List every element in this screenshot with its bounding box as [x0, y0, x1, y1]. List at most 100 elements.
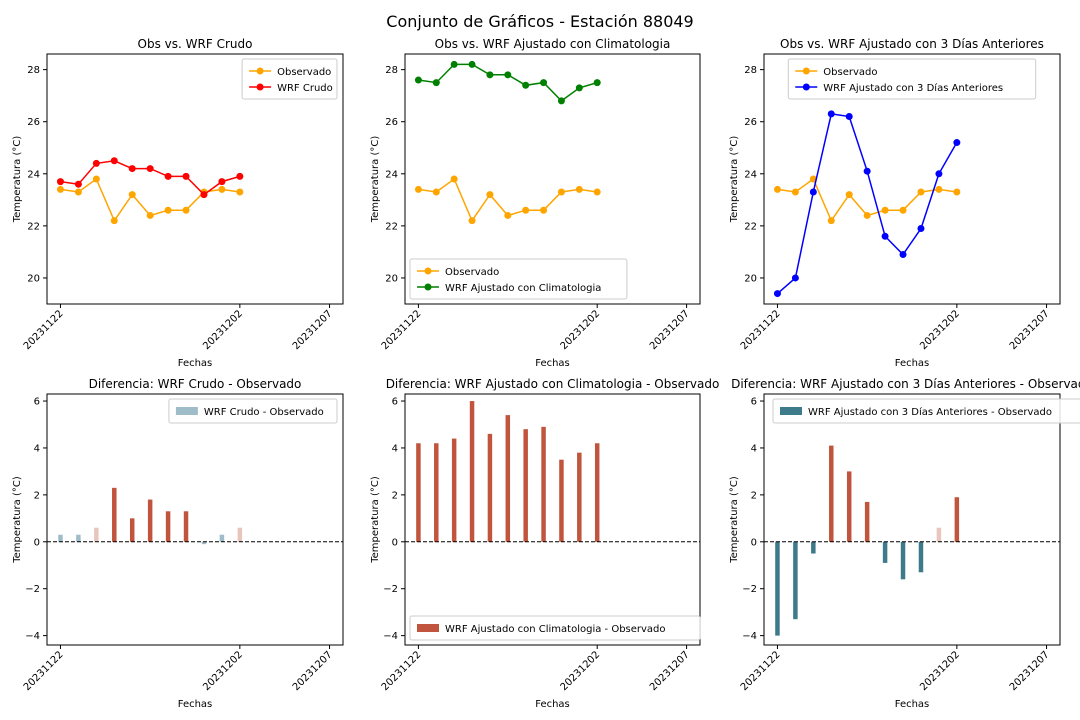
bar	[594, 443, 600, 542]
legend-marker-swatch	[256, 83, 264, 91]
x-tick-label: 20231202	[918, 649, 962, 693]
data-point	[809, 188, 817, 196]
data-point	[593, 188, 601, 196]
data-point	[917, 224, 925, 232]
data-point	[881, 206, 889, 214]
bar	[900, 541, 906, 580]
data-point	[522, 206, 530, 214]
plot-frame	[404, 393, 701, 646]
figure-title: Conjunto de Gráficos - Estación 88049	[386, 12, 693, 31]
y-tick-label: 28	[385, 65, 398, 76]
x-axis-label: Fechas	[535, 358, 570, 369]
legend-patch-swatch	[417, 624, 439, 632]
bar	[183, 511, 189, 542]
data-point	[128, 191, 136, 199]
y-tick-label: 0	[34, 537, 40, 548]
data-point	[56, 185, 64, 193]
series-line	[418, 63, 598, 102]
data-point	[164, 206, 172, 214]
legend-entry-label: WRF Ajustado con 3 Días Anteriores - Obs…	[808, 406, 1052, 418]
series-line	[777, 113, 958, 295]
bar	[936, 527, 942, 542]
data-point	[827, 217, 835, 225]
plot-frame	[763, 393, 1061, 646]
bar	[434, 443, 439, 542]
x-tick-label: 20231122	[22, 649, 66, 693]
data-point	[182, 206, 190, 214]
y-tick-label: −4	[742, 631, 757, 642]
y-tick-label: 28	[744, 65, 757, 76]
data-point	[917, 188, 925, 196]
plot-frame	[46, 393, 344, 646]
y-tick-label: 24	[744, 169, 757, 180]
y-tick-label: 6	[751, 397, 757, 408]
bar	[793, 541, 798, 620]
data-point	[504, 211, 512, 219]
legend-box	[787, 58, 1037, 100]
x-tick-label: 20231122	[739, 649, 783, 693]
data-point	[236, 172, 244, 180]
data-point	[92, 175, 100, 183]
bar	[559, 459, 564, 542]
y-tick-label: 20	[27, 273, 40, 284]
y-tick-label: 2	[392, 490, 398, 501]
data-point	[468, 217, 476, 225]
bar	[201, 541, 207, 545]
data-point	[575, 185, 583, 193]
y-axis-label: Temperatura (°C)	[12, 136, 23, 224]
bar	[165, 511, 171, 542]
data-point	[791, 274, 799, 282]
legend-box	[241, 58, 338, 100]
data-point	[432, 79, 440, 87]
bar	[523, 429, 528, 542]
y-tick-label: −2	[742, 584, 757, 595]
plot-frame	[46, 53, 344, 305]
x-tick-label: 20231207	[291, 308, 335, 352]
data-point	[146, 165, 154, 173]
legend-marker-swatch	[256, 67, 264, 75]
legend-entry-label: Observado	[445, 267, 499, 278]
data-point	[540, 79, 548, 87]
x-axis-label: Fechas	[178, 358, 213, 369]
y-tick-label: 4	[34, 443, 40, 454]
y-tick-label: 22	[27, 221, 40, 232]
plot-frame	[763, 53, 1061, 305]
data-point	[182, 172, 190, 180]
data-point	[110, 157, 118, 165]
data-point	[504, 71, 512, 79]
data-point	[146, 211, 154, 219]
data-point	[881, 232, 889, 240]
x-tick-label: 20231207	[291, 649, 335, 693]
data-point	[557, 188, 565, 196]
y-tick-label: −2	[25, 584, 40, 595]
legend-entry-label: WRF Crudo	[277, 83, 333, 94]
bar	[487, 433, 493, 542]
y-axis-label: Temperatura (°C)	[12, 476, 23, 564]
data-point	[809, 175, 817, 183]
bar	[829, 445, 834, 542]
x-tick-label: 20231122	[380, 308, 424, 352]
data-point	[486, 191, 494, 199]
data-point	[863, 167, 871, 175]
data-point	[935, 170, 943, 178]
data-point	[773, 185, 781, 193]
legend-box	[772, 398, 1080, 424]
legend-entry-label: WRF Ajustado con 3 Días Anteriores	[823, 82, 1003, 94]
data-point	[953, 139, 961, 147]
data-point	[236, 188, 244, 196]
data-point	[432, 188, 440, 196]
y-tick-label: −4	[25, 631, 40, 642]
y-tick-label: 2	[751, 490, 757, 501]
y-axis-label: Temperatura (°C)	[370, 476, 381, 564]
x-tick-label: 20231202	[559, 308, 603, 352]
legend-patch-swatch	[780, 407, 802, 415]
bar	[882, 541, 888, 563]
data-point	[486, 71, 494, 79]
x-tick-label: 20231202	[559, 649, 603, 693]
legend-entry-label: Observado	[277, 67, 331, 78]
data-point	[522, 81, 530, 89]
bar	[811, 541, 816, 554]
bar	[451, 438, 457, 542]
data-point	[935, 185, 943, 193]
y-axis-label: Temperatura (°C)	[370, 136, 381, 224]
